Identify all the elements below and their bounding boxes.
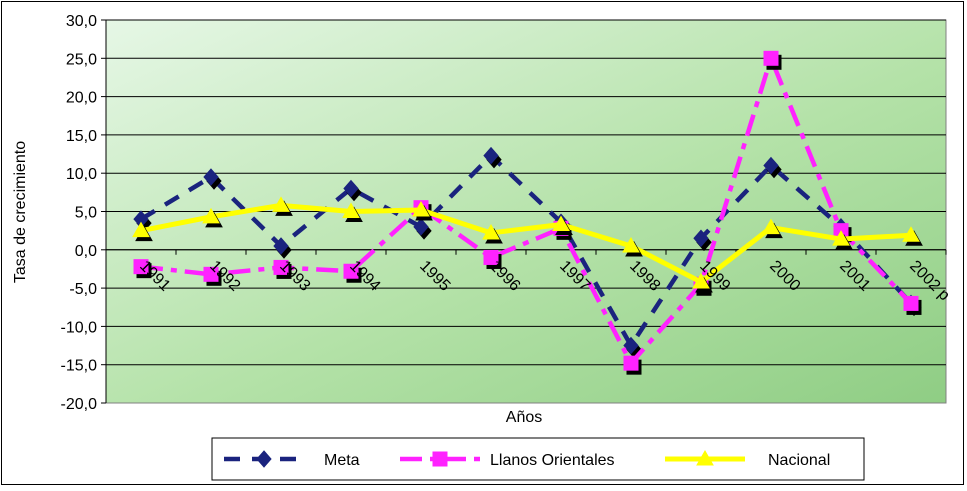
y-tick-label: 30,0 [66,13,97,30]
legend-item-meta: Meta [224,450,360,469]
data-point [343,263,359,279]
data-point [413,218,429,236]
series-llanos-orientales [133,50,922,375]
y-tick-label: 20,0 [66,90,97,107]
data-point [762,218,780,235]
y-tick-label: 25,0 [66,51,97,68]
data-point [482,223,500,240]
y-tick-label: 15,0 [66,128,97,145]
series-line [140,202,912,285]
data-point [483,249,499,265]
data-point [552,215,570,232]
data-point [272,196,290,212]
data-point [342,202,360,218]
data-point [623,336,639,355]
axes [101,19,947,404]
series-group [132,50,923,375]
y-tick-labels: 30,0 25,0 20,0 15,0 10,0 5,0 0,0 -5,0 -10,0 -15,0… [61,13,98,413]
data-point [832,230,850,246]
data-point [203,266,219,282]
y-tick-label: -20,0 [61,396,98,413]
y-tick-label: 0,0 [75,243,97,260]
data-point [273,259,289,275]
data-point [902,226,920,242]
data-point [412,200,430,217]
data-point [763,156,779,175]
y-tick-label: 10,0 [66,166,97,183]
legend-item-nacional: Nacional [665,449,830,469]
data-point [133,259,149,275]
data-point [202,207,220,224]
legend-marker [696,449,714,466]
data-point [622,236,640,253]
data-point [203,168,219,186]
legend: Meta Llanos Orientales Nacional [224,449,830,469]
y-tick-label: -5,0 [69,281,97,298]
data-point [483,146,499,165]
legend-marker [432,451,448,467]
series-line [139,153,913,348]
data-point [763,50,779,66]
data-point [343,179,359,198]
data-point [903,295,919,311]
data-point [692,272,710,289]
x-axis-title: Años [506,409,542,426]
data-point [132,221,150,238]
legend-label: Llanos Orientales [490,452,615,469]
legend-label: Meta [324,452,360,469]
data-point [693,229,709,248]
y-axis-title: Tasa de crecimiento [12,141,29,283]
legend-box [211,437,865,481]
data-point [623,355,639,371]
legend-label: Nacional [768,452,830,469]
y-tick-label: 5,0 [75,205,97,222]
legend-marker [256,450,272,468]
legend-item-llanos-orientales: Llanos Orientales [400,451,615,469]
y-tick-label: -10,0 [61,319,98,336]
data-point [273,237,289,255]
series-line [140,56,913,366]
series-nacional [132,196,923,293]
y-tick-label: -15,0 [61,358,98,375]
